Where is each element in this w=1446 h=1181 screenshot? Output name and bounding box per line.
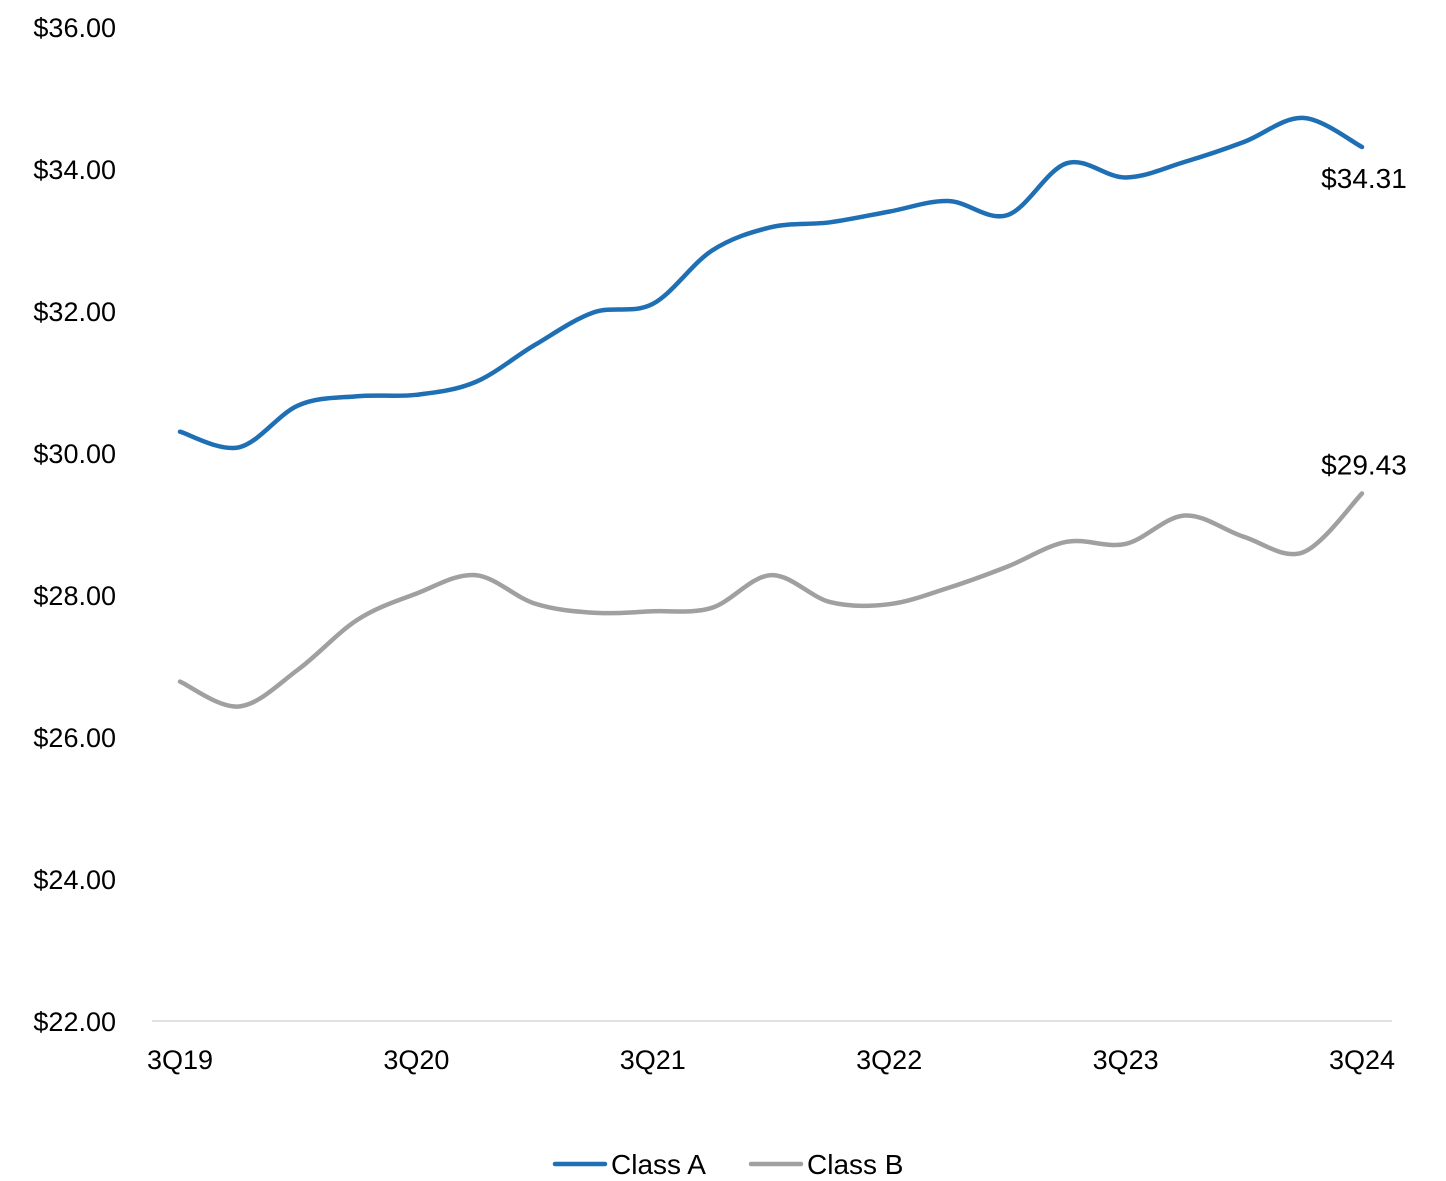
series-line-class-b [177,491,1365,709]
x-tick-label: 3Q21 [620,1045,686,1075]
y-tick-label: $22.00 [33,1007,116,1037]
data-labels: $34.31 $29.43 [1321,163,1407,480]
y-tick-label: $28.00 [33,581,116,611]
legend-label-class-b: Class B [807,1149,903,1180]
series-layer [177,115,1365,709]
legend-item-class-b: Class B [748,1149,903,1180]
legend-label-class-a: Class A [611,1149,706,1180]
data-label-class-a: $34.31 [1321,163,1407,194]
legend-item-class-a: Class A [552,1149,706,1180]
y-tick-label: $34.00 [33,155,116,185]
y-tick-label: $32.00 [33,297,116,327]
x-tick-label: 3Q23 [1093,1045,1159,1075]
x-tick-label: 3Q19 [147,1045,213,1075]
series-line-class-a [177,115,1365,451]
y-axis: $22.00 $24.00 $26.00 $28.00 $30.00 $32.00 $34.… [33,13,116,1037]
y-tick-label: $24.00 [33,865,116,895]
x-tick-label: 3Q22 [856,1045,922,1075]
y-tick-label: $30.00 [33,439,116,469]
x-tick-label: 3Q24 [1329,1045,1395,1075]
y-tick-label: $36.00 [33,13,116,43]
y-tick-label: $26.00 [33,723,116,753]
legend: Class A Class B [552,1149,903,1180]
x-axis: 3Q19 3Q20 3Q21 3Q22 3Q23 3Q24 [147,1045,1395,1075]
data-label-class-b: $29.43 [1321,449,1407,480]
x-tick-label: 3Q20 [383,1045,449,1075]
